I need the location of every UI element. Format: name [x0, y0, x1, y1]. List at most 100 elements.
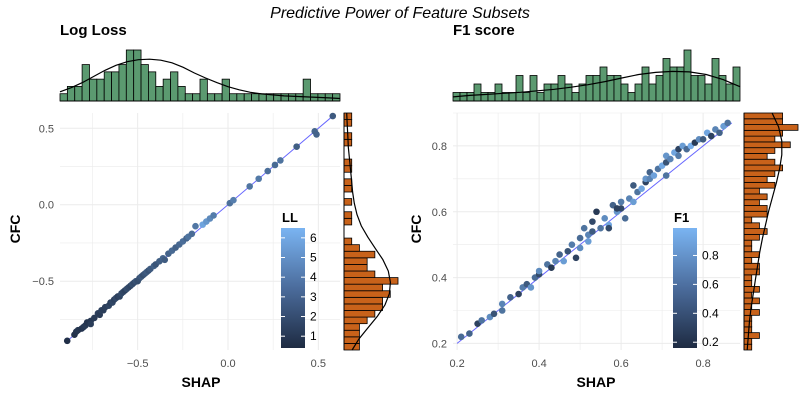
- f1-score-y-tick-label: 0.8: [432, 141, 447, 153]
- f1-score-data-point: [466, 330, 473, 337]
- f1-score-y-hist-bar: [743, 176, 768, 183]
- f1-score-x-hist-bar: [564, 83, 573, 102]
- f1-score-data-point: [498, 300, 506, 308]
- f1-score-y-hist-bar: [743, 147, 776, 154]
- f1-score-y-hist-bar: [743, 216, 753, 224]
- log-loss-y-hist-bar: [343, 119, 353, 127]
- log-loss-x-hist-bar: [140, 64, 149, 102]
- f1-score-colorbar-tick-label: 0.6: [702, 277, 719, 291]
- f1-score-title: F1 score: [453, 22, 515, 39]
- f1-score-x-hist-bar: [480, 92, 489, 102]
- log-loss-data-point: [255, 175, 263, 183]
- log-loss-y-density-curve: [346, 112, 392, 351]
- f1-score-y-hist-bar: [743, 158, 776, 166]
- log-loss-colorbar-tick-label: 1: [310, 329, 317, 343]
- log-loss-data-point: [192, 222, 199, 230]
- f1-score-x-hist-bar: [550, 83, 559, 102]
- log-loss-data-point: [161, 256, 169, 264]
- f1-score-x-tick-label: 0.6: [613, 358, 628, 370]
- log-loss-x-hist-bar: [332, 93, 341, 102]
- f1-score-legend-title: F1: [674, 210, 689, 225]
- f1-score-data-point: [662, 172, 670, 179]
- f1-score-y-hist-bar: [743, 141, 791, 149]
- log-loss-x-tick-label: 0.0: [220, 358, 235, 370]
- f1-score-colorbar-tick-label: 0.8: [702, 248, 719, 262]
- log-loss-x-hist-bar: [206, 93, 216, 102]
- f1-score-colorbar-tick-label: 0.2: [702, 335, 719, 349]
- f1-score-y-hist-bar: [743, 153, 768, 160]
- log-loss-data-point: [188, 230, 196, 238]
- log-loss-x-density-curve: [59, 58, 341, 100]
- log-loss-x-hist-bar: [214, 93, 223, 102]
- log-loss-x-hist-bar: [96, 78, 105, 102]
- log-loss-x-label: SHAP: [182, 374, 221, 390]
- log-loss-y-hist-bar: [343, 244, 360, 252]
- f1-score-data-point: [699, 136, 707, 143]
- f1-score-data-point: [630, 182, 637, 189]
- f1-score-data-point: [601, 215, 608, 222]
- log-loss-y-tick-label: −0.5: [32, 276, 54, 288]
- log-loss-data-point: [293, 143, 300, 150]
- log-loss-y-hist-bar: [343, 323, 360, 331]
- f1-score-y-hist-bar: [743, 280, 753, 287]
- log-loss-data-point: [210, 212, 217, 219]
- f1-score-y-density-curve: [746, 112, 783, 351]
- f1-score-data-point: [457, 333, 465, 341]
- f1-score-y-hist-bar: [743, 170, 776, 177]
- f1-score-y-hist-bar: [743, 124, 799, 131]
- f1-score-colorbar-tick-label: 0.4: [702, 306, 719, 320]
- f1-score-y-hist-bar: [743, 274, 753, 282]
- f1-score-data-point: [556, 251, 563, 258]
- f1-score-x-hist-bar: [466, 92, 475, 102]
- log-loss-data-point: [87, 320, 95, 328]
- log-loss-x-tick-label: −0.5: [127, 358, 149, 370]
- f1-score-data-point: [638, 185, 645, 193]
- log-loss-x-hist-bar: [162, 78, 171, 102]
- log-loss-y-hist-bar: [343, 329, 360, 338]
- f1-score-data-point: [585, 238, 592, 245]
- f1-score-data-point: [630, 198, 637, 206]
- f1-score-y-label: CFC: [408, 215, 424, 244]
- f1-score-data-point: [576, 234, 584, 242]
- f1-score-y-hist-bar: [743, 187, 760, 195]
- f1-score-x-histogram: [452, 49, 741, 102]
- log-loss-colorbar-tick-label: 4: [310, 270, 317, 284]
- log-loss-data-point: [63, 337, 71, 345]
- log-loss-data-point: [230, 196, 237, 204]
- log-loss-x-histogram: [59, 49, 341, 102]
- log-loss-x-hist-bar: [125, 49, 135, 102]
- log-loss-y-hist-bar: [343, 237, 353, 246]
- f1-score-data-point: [605, 224, 613, 232]
- f1-score-x-tick-label: 0.8: [695, 358, 710, 370]
- log-loss-y-hist-bar: [343, 296, 383, 305]
- log-loss-y-hist-bar: [343, 250, 376, 259]
- f1-score-x-hist-bar: [529, 75, 538, 102]
- log-loss-colorbar-tick-label: 6: [310, 231, 317, 245]
- f1-score-x-hist-bar: [655, 75, 664, 102]
- log-loss-x-hist-bar: [280, 93, 289, 102]
- f1-score-x-hist-bar: [711, 58, 720, 102]
- f1-score-y-tick-label: 0.4: [432, 273, 447, 285]
- f1-score-data-point: [675, 152, 682, 160]
- f1-score-x-hist-bar: [697, 75, 706, 102]
- log-loss-x-hist-bar: [103, 71, 112, 102]
- f1-score-x-hist-bar: [634, 83, 643, 102]
- log-loss-x-hist-bar: [192, 93, 201, 102]
- f1-score-y-hist-bar: [743, 233, 760, 241]
- log-loss-x-hist-bar: [148, 71, 157, 102]
- log-loss-x-hist-bar: [170, 71, 179, 102]
- f1-score-colorbar: [673, 228, 697, 348]
- log-loss-x-hist-bar: [59, 93, 68, 102]
- log-loss-title: Log Loss: [60, 22, 127, 39]
- log-loss-y-label: CFC: [7, 215, 23, 244]
- log-loss-x-hist-bar: [111, 71, 120, 102]
- log-loss-x-hist-bar: [184, 93, 194, 102]
- f1-score-panel: F1 score 0.2 0.4 0.6 0.8 0.2 0.4 0.6 0.8 SHAP C…: [408, 22, 799, 390]
- log-loss-y-hist-bar: [343, 290, 391, 298]
- log-loss-y-hist-bar: [343, 316, 368, 325]
- f1-score-x-hist-bar: [508, 92, 517, 102]
- log-loss-y-hist-bar: [343, 211, 353, 219]
- log-loss-y-hist-bar: [343, 185, 353, 193]
- f1-score-data-point: [515, 290, 522, 298]
